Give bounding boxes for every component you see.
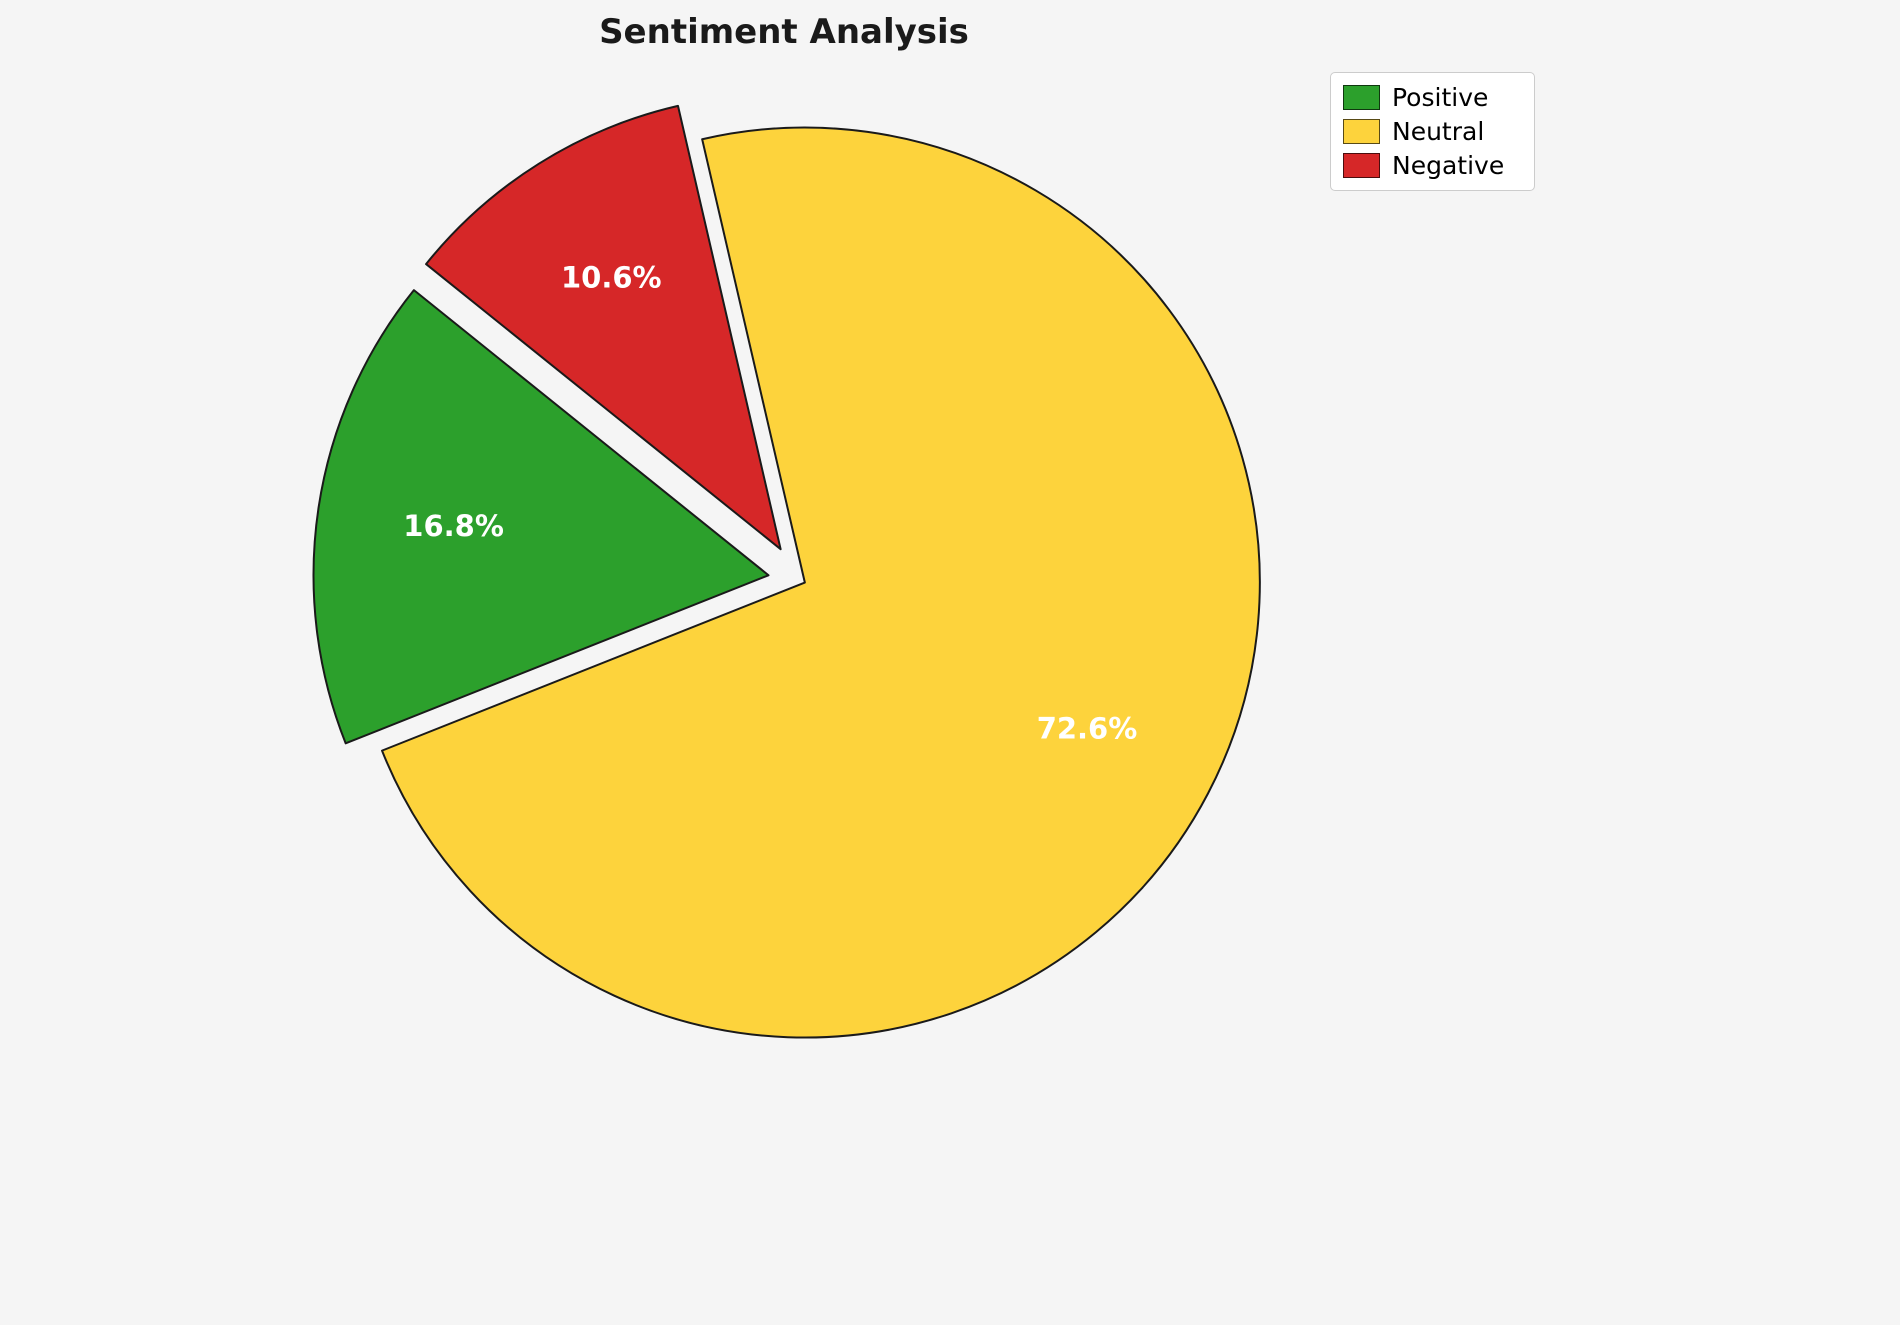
legend-swatch-negative — [1343, 153, 1380, 178]
legend-label-positive: Positive — [1392, 83, 1489, 112]
legend: Positive Neutral Negative — [1330, 72, 1535, 191]
pie-slice-positive — [312, 289, 770, 745]
pie-percentage-label-neutral: 72.6% — [1037, 711, 1138, 745]
pie-slice-negative — [425, 104, 782, 551]
legend-label-neutral: Neutral — [1392, 117, 1485, 146]
legend-item-neutral: Neutral — [1343, 119, 1518, 144]
legend-swatch-neutral — [1343, 119, 1380, 144]
pie-slice-neutral — [381, 126, 1261, 1039]
legend-label-negative: Negative — [1392, 151, 1505, 180]
pie-percentage-label-positive: 16.8% — [403, 509, 504, 543]
legend-swatch-positive — [1343, 85, 1380, 110]
legend-item-negative: Negative — [1343, 153, 1518, 178]
legend-item-positive: Positive — [1343, 85, 1518, 110]
pie-percentage-label-negative: 10.6% — [561, 260, 662, 294]
chart-title: Sentiment Analysis — [599, 12, 969, 52]
